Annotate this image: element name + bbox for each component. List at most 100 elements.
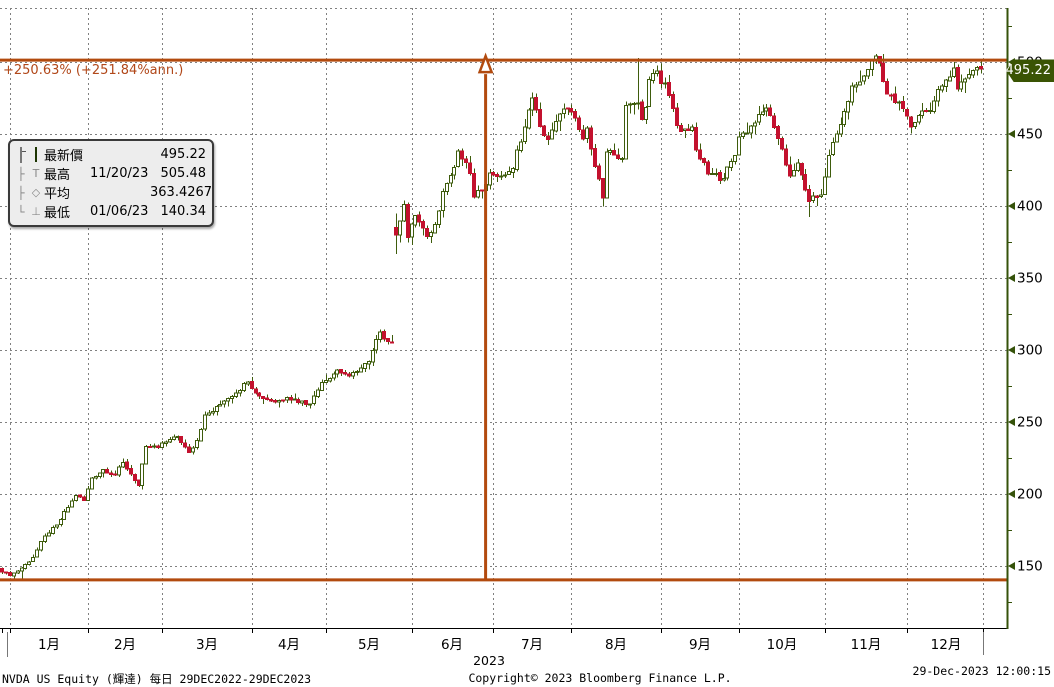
candle: [312, 395, 316, 405]
candle: [889, 94, 893, 97]
candle: [277, 399, 281, 403]
candle: [870, 60, 874, 71]
month-label: 7月: [521, 637, 543, 653]
candle: [374, 339, 378, 351]
candle: [800, 163, 804, 176]
legend-label: 最新價: [44, 149, 84, 164]
candle: [308, 403, 312, 406]
candle: [776, 125, 780, 140]
candle: [429, 231, 433, 238]
legend-label: 最低: [44, 206, 71, 221]
tree-expander-icon[interactable]: [14, 146, 28, 163]
month-label: 9月: [689, 637, 711, 653]
month-label: 1月: [38, 637, 60, 653]
candle: [273, 400, 277, 403]
candle: [612, 149, 616, 156]
candle: [191, 447, 195, 453]
candle: [499, 175, 503, 178]
candle: [839, 124, 843, 135]
candle: [339, 369, 343, 374]
candle: [51, 526, 55, 534]
candle: [686, 128, 690, 132]
candle: [671, 94, 675, 110]
candle: [355, 371, 359, 374]
candle: [647, 79, 651, 108]
candle: [261, 396, 265, 400]
candle: [445, 182, 449, 193]
candle: [842, 110, 846, 126]
range-marker-triangle-icon: [477, 52, 494, 74]
candle: [803, 173, 807, 191]
month-label: 10月: [767, 637, 798, 653]
candle: [39, 541, 43, 551]
candle: [796, 162, 800, 172]
candle: [254, 388, 258, 394]
candle: [113, 473, 117, 476]
candle: [82, 496, 86, 502]
candle: [948, 76, 952, 82]
candle: [417, 214, 421, 223]
candle: [222, 400, 226, 405]
candle: [183, 442, 187, 448]
legend-date: 11/20/23: [90, 166, 149, 181]
candle: [835, 133, 839, 143]
candle: [741, 132, 745, 138]
candle: [148, 445, 152, 448]
candle: [651, 72, 655, 82]
candle: [675, 107, 679, 127]
legend-box[interactable]: 最新價 495.22 ├ T 最高 11/20/23 505.48 ├ ◇ 平均…: [8, 139, 214, 227]
average-marker-icon: ◇: [31, 186, 41, 199]
legend-row-low[interactable]: └ ⊥ 最低 01/06/23 140.34: [14, 202, 206, 221]
candle: [242, 383, 246, 392]
candle: [398, 220, 402, 236]
candle: [464, 158, 468, 163]
candle: [367, 360, 371, 365]
copyright-text: Copyright© 2023 Bloomberg Finance L.P.: [468, 671, 732, 685]
candle: [792, 169, 796, 177]
candle: [199, 428, 203, 442]
candle: [363, 363, 367, 370]
candle: [187, 446, 191, 453]
candle: [558, 113, 562, 122]
candle: [885, 80, 889, 95]
candle: [975, 67, 979, 71]
candle: [909, 116, 913, 128]
candle: [979, 65, 983, 70]
month-label: 4月: [278, 637, 300, 653]
legend-row-latest[interactable]: 最新價 495.22: [14, 145, 206, 164]
legend-row-high[interactable]: ├ T 最高 11/20/23 505.48: [14, 164, 206, 183]
tick-arrow-icon: [1008, 418, 1015, 426]
candle: [924, 110, 928, 113]
candle: [663, 82, 667, 85]
candle: [257, 392, 261, 397]
candle: [753, 122, 757, 127]
candle: [20, 567, 24, 572]
candle: [905, 108, 909, 117]
candle: [172, 436, 176, 440]
candle: [550, 129, 554, 140]
candle: [133, 473, 137, 482]
candle: [460, 150, 464, 160]
month-label: 8月: [605, 637, 627, 653]
candle: [43, 535, 47, 543]
candle: [569, 107, 573, 113]
y-axis: 500450400350300250200150: [1006, 8, 1043, 629]
candle: [608, 150, 612, 153]
candle: [640, 101, 644, 120]
candle: [542, 125, 546, 136]
candle: [31, 556, 35, 563]
candle: [425, 227, 429, 238]
candle: [819, 194, 823, 198]
candle: [66, 507, 70, 513]
track-annotation: [0, 52, 1007, 582]
candle: [203, 414, 207, 430]
candle: [476, 189, 480, 198]
candle: [530, 97, 534, 111]
candle: [706, 161, 710, 175]
candle: [780, 137, 784, 150]
candle: [324, 379, 328, 384]
candle: [959, 81, 963, 90]
legend-row-average[interactable]: ├ ◇ 平均 363.4267: [14, 183, 212, 202]
